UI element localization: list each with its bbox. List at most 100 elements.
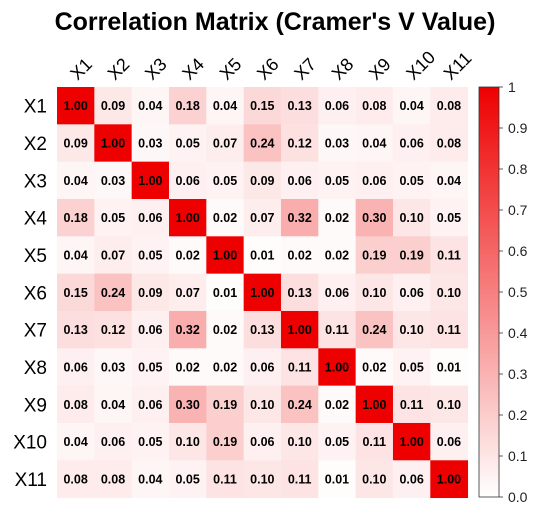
heatmap-cell-X2-X3	[131, 124, 170, 163]
cell-value-X4-X5: 0.02	[213, 211, 237, 225]
heatmap-cell-X8-X11	[430, 348, 469, 387]
cell-value-X7-X11: 0.11	[437, 323, 461, 337]
heatmap-cell-X8-X3	[131, 348, 170, 387]
cell-value-X6-X1: 0.15	[63, 286, 87, 300]
heatmap-cell-X6-X11	[430, 273, 469, 312]
colorbar-tick-label: 1	[508, 79, 516, 95]
colorbar: 0.0 0.1 0.2 0.3 0.4 0.5 0.6 0.7 0.8 0.9 1	[478, 79, 528, 505]
colorbar-tick-label: 0.3	[508, 366, 528, 382]
heatmap-cell-X10-X3	[131, 422, 170, 461]
heatmap-cell-X6-X9	[355, 273, 394, 312]
heatmap-cell-X11-X2	[94, 460, 133, 499]
heatmap-cell-X1-X5	[206, 87, 245, 125]
heatmap-cell-X1-X3	[131, 87, 170, 125]
cell-value-X1-X10: 0.04	[399, 99, 423, 113]
heatmap-cell-X5-X10	[392, 236, 431, 275]
cell-value-X2-X4: 0.05	[175, 136, 199, 150]
cell-value-X9-X8: 0.02	[325, 398, 349, 412]
heatmap-cell-X8-X2	[94, 348, 133, 387]
colorbar-tick-label: 0.9	[508, 120, 528, 136]
cell-value-X5-X1: 0.04	[63, 248, 87, 262]
heatmap-cell-X2-X1	[57, 124, 95, 163]
cell-value-X1-X6: 0.15	[250, 99, 274, 113]
cell-value-X6-X3: 0.09	[138, 286, 162, 300]
column-label-X6: X6	[253, 54, 283, 84]
cell-value-X3-X4: 0.06	[175, 174, 199, 188]
heatmap-cell-X4-X9	[355, 198, 394, 237]
cell-value-X9-X4: 0.30	[175, 398, 199, 412]
heatmap-cell-X9-X1	[57, 385, 95, 424]
cell-value-X6-X7: 0.13	[287, 286, 311, 300]
heatmap-cell-X3-X1	[57, 161, 95, 200]
cell-value-X11-X1: 0.08	[63, 472, 87, 486]
cell-value-X7-X1: 0.13	[63, 323, 87, 337]
cell-value-X3-X5: 0.05	[213, 174, 237, 188]
heatmap-cell-X2-X10	[392, 124, 431, 163]
cell-value-X1-X7: 0.13	[287, 99, 311, 113]
colorbar-tick-label: 0.2	[508, 407, 528, 423]
heatmap-cell-X8-X1	[57, 348, 95, 387]
heatmap-cell-X5-X7	[280, 236, 319, 275]
cell-value-X5-X2: 0.07	[101, 248, 125, 262]
heatmap-cell-X11-X6	[243, 460, 282, 499]
cell-value-X9-X11: 0.10	[437, 398, 461, 412]
cell-value-X9-X9: 1.00	[362, 398, 386, 412]
heatmap-cell-X7-X9	[355, 310, 394, 349]
cell-value-X9-X10: 0.11	[400, 398, 424, 412]
cell-value-X11-X9: 0.10	[362, 472, 386, 486]
cell-value-X11-X10: 0.06	[399, 472, 423, 486]
column-label-X8: X8	[328, 54, 358, 84]
chart-title: Correlation Matrix (Cramer's V Value)	[55, 8, 496, 36]
heatmap-cell-X8-X7	[280, 348, 319, 387]
cell-value-X3-X1: 0.04	[63, 174, 87, 188]
heatmap-cell-X8-X4	[168, 348, 207, 387]
cell-value-X5-X11: 0.11	[437, 248, 461, 262]
heatmap-cell-X6-X10	[392, 273, 431, 312]
cell-value-X4-X2: 0.05	[101, 211, 125, 225]
heatmap-cell-X4-X1	[57, 198, 95, 237]
heatmap-cell-X1-X8	[318, 87, 357, 125]
cell-value-X4-X1: 0.18	[63, 211, 87, 225]
cell-value-X3-X2: 0.03	[101, 174, 125, 188]
cell-value-X2-X3: 0.03	[138, 136, 162, 150]
colorbar-tick-label: 0.7	[508, 202, 528, 218]
cell-value-X3-X10: 0.05	[399, 174, 423, 188]
cell-value-X1-X9: 0.08	[362, 99, 386, 113]
colorbar-tick-label: 0.0	[508, 489, 528, 505]
column-label-X7: X7	[290, 54, 320, 84]
heatmap-cell-X5-X3	[131, 236, 170, 275]
row-label-X1: X1	[24, 97, 47, 118]
heatmap-cell-X3-X5	[206, 161, 245, 200]
heatmap-cell-X7-X11	[430, 310, 469, 349]
heatmap-cell-X8-X5	[206, 348, 245, 387]
cell-value-X5-X3: 0.05	[138, 248, 162, 262]
heatmap-cell-X10-X2	[94, 422, 133, 461]
heatmap-cell-X8-X8	[318, 348, 357, 387]
cell-value-X10-X2: 0.06	[101, 435, 125, 449]
cell-value-X10-X5: 0.19	[213, 435, 237, 449]
cell-value-X5-X9: 0.19	[362, 248, 386, 262]
heatmap-cell-X3-X10	[392, 161, 431, 200]
heatmap-cell-X8-X10	[392, 348, 431, 387]
cell-value-X7-X5: 0.02	[213, 323, 237, 337]
heatmap-cell-X4-X3	[131, 198, 170, 237]
heatmap-cell-X3-X7	[280, 161, 319, 200]
heatmap-cell-X11-X5	[206, 460, 245, 499]
cell-value-X11-X8: 0.01	[325, 472, 349, 486]
heatmap-cell-X9-X3	[131, 385, 170, 424]
cell-value-X2-X7: 0.12	[287, 136, 311, 150]
cell-value-X11-X3: 0.04	[138, 472, 162, 486]
heatmap-cell-X1-X9	[355, 87, 394, 125]
heatmap-cells	[57, 87, 469, 499]
cell-value-X3-X9: 0.06	[362, 174, 386, 188]
cell-value-X10-X4: 0.10	[175, 435, 199, 449]
cell-value-X2-X1: 0.09	[63, 136, 87, 150]
heatmap-cell-X5-X8	[318, 236, 357, 275]
heatmap-cell-X7-X6	[243, 310, 282, 349]
row-label-X5: X5	[24, 246, 47, 267]
row-label-X8: X8	[24, 358, 47, 379]
cell-value-X9-X7: 0.24	[287, 398, 311, 412]
cell-value-X8-X3: 0.05	[138, 360, 162, 374]
